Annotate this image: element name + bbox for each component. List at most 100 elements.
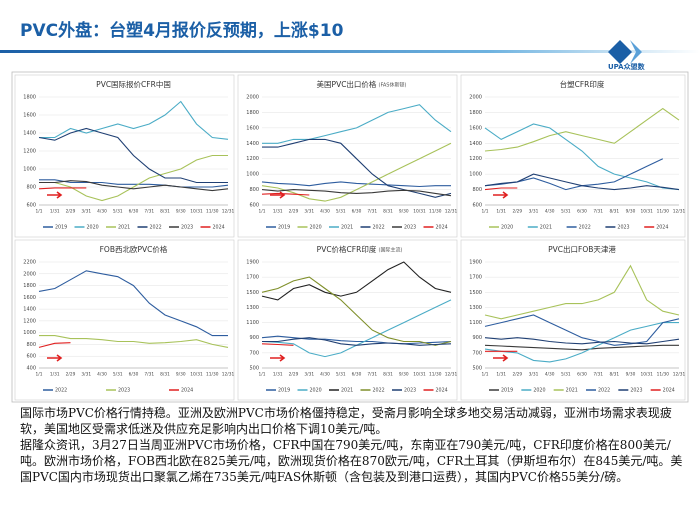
y-tick-label: 1600 bbox=[469, 125, 482, 131]
x-tick-label: 12/31 bbox=[673, 372, 686, 378]
series-line bbox=[484, 173, 680, 191]
x-tick-label: 4/30 bbox=[97, 209, 107, 215]
x-tick-label: 7/31 bbox=[144, 209, 154, 215]
series-line bbox=[39, 180, 229, 192]
chart-title: 美国PVC出口价格 bbox=[317, 79, 377, 89]
y-tick-label: 700 bbox=[472, 350, 482, 356]
y-tick-label: 900 bbox=[472, 335, 482, 341]
x-tick-label: 7/31 bbox=[593, 209, 603, 215]
series-line bbox=[39, 335, 229, 348]
x-tick-label: 11/30 bbox=[206, 372, 219, 378]
annotation-arrow bbox=[493, 354, 509, 362]
x-tick-label: 9/30 bbox=[626, 372, 636, 378]
x-tick-label: 10/31 bbox=[190, 209, 203, 215]
legend-label: 2022 bbox=[55, 388, 67, 394]
y-tick-label: 2000 bbox=[246, 95, 259, 101]
paragraph: 据隆众资讯，3月27日当周亚洲PVC市场价格，CFR中国在790美元/吨，东南亚… bbox=[20, 438, 683, 484]
x-tick-label: 6/30 bbox=[129, 372, 139, 378]
series-line bbox=[39, 100, 229, 140]
x-tick-label: 11/30 bbox=[429, 209, 442, 215]
y-tick-label: 600 bbox=[249, 203, 259, 209]
chart-panel bbox=[460, 74, 686, 238]
y-tick-label: 2200 bbox=[23, 260, 36, 266]
x-tick-label: 8/31 bbox=[160, 209, 170, 215]
legend-label: 2022 bbox=[373, 225, 385, 231]
y-tick-label: 1100 bbox=[469, 320, 482, 326]
x-tick-label: 5/31 bbox=[561, 372, 571, 378]
x-tick-label: 12/31 bbox=[222, 209, 235, 215]
legend-label: 2019 bbox=[55, 225, 67, 231]
y-tick-label: 1000 bbox=[469, 172, 482, 178]
legend-label: 2024 bbox=[181, 388, 193, 394]
series-line bbox=[484, 264, 680, 320]
x-tick-label: 5/31 bbox=[336, 372, 346, 378]
legend-label: 2021 bbox=[540, 225, 552, 231]
legend-label: 2021 bbox=[566, 388, 578, 394]
x-tick-label: 11/30 bbox=[657, 372, 670, 378]
title-rule bbox=[0, 50, 700, 53]
series-line bbox=[262, 138, 452, 198]
series-line bbox=[484, 123, 680, 191]
legend-label: 2024 bbox=[663, 388, 675, 394]
x-tick-label: 1/31 bbox=[496, 372, 506, 378]
x-tick-label: 7/31 bbox=[144, 372, 154, 378]
x-tick-label: 12/31 bbox=[445, 372, 458, 378]
series-line bbox=[484, 344, 679, 351]
x-tick-label: 8/31 bbox=[160, 372, 170, 378]
x-tick-label: 1/31 bbox=[273, 209, 283, 215]
y-tick-label: 1200 bbox=[23, 149, 36, 155]
legend-label: 2024 bbox=[213, 225, 225, 231]
x-tick-label: 5/31 bbox=[561, 209, 571, 215]
chart-subtitle: (国际主流) bbox=[379, 247, 403, 254]
x-tick-label: 6/30 bbox=[577, 209, 587, 215]
x-tick-label: 6/30 bbox=[352, 372, 362, 378]
x-tick-label: 9/30 bbox=[626, 209, 636, 215]
x-tick-label: 1/1 bbox=[259, 372, 266, 378]
x-tick-label: 6/30 bbox=[129, 209, 139, 215]
x-tick-label: 2/29 bbox=[513, 372, 523, 378]
legend-label: 2020 bbox=[501, 225, 513, 231]
y-tick-label: 1200 bbox=[246, 156, 259, 162]
annotation-arrow bbox=[47, 191, 63, 199]
series-line bbox=[262, 104, 452, 144]
x-tick-label: 1/1 bbox=[259, 209, 266, 215]
y-tick-label: 1600 bbox=[23, 295, 36, 301]
legend-label: 2019 bbox=[278, 225, 290, 231]
y-tick-label: 1200 bbox=[469, 156, 482, 162]
legend-label: 2024 bbox=[436, 225, 448, 231]
x-tick-label: 5/31 bbox=[113, 372, 123, 378]
series-line bbox=[261, 142, 452, 202]
x-tick-label: 11/30 bbox=[429, 372, 442, 378]
y-tick-label: 800 bbox=[472, 187, 482, 193]
x-tick-label: 9/30 bbox=[399, 372, 409, 378]
y-tick-label: 1000 bbox=[23, 330, 36, 336]
x-tick-label: 2/29 bbox=[66, 209, 76, 215]
y-tick-label: 1800 bbox=[23, 95, 36, 101]
y-tick-label: 2000 bbox=[23, 271, 36, 277]
y-tick-label: 1800 bbox=[246, 110, 259, 116]
x-tick-label: 8/31 bbox=[610, 209, 620, 215]
x-tick-label: 12/31 bbox=[222, 372, 235, 378]
chart-title: PVC出口FOB天津港 bbox=[548, 244, 616, 254]
x-tick-label: 2/29 bbox=[513, 209, 523, 215]
y-tick-label: 1200 bbox=[23, 318, 36, 324]
series-line bbox=[261, 192, 310, 196]
y-tick-label: 1500 bbox=[469, 290, 482, 296]
x-tick-label: 10/31 bbox=[413, 372, 426, 378]
series-line bbox=[484, 322, 679, 363]
y-tick-label: 900 bbox=[249, 335, 259, 341]
x-tick-label: 5/31 bbox=[113, 209, 123, 215]
chart-title: PVC价格CFR印度 bbox=[317, 244, 377, 254]
legend-label: 2020 bbox=[87, 225, 99, 231]
y-tick-label: 500 bbox=[472, 366, 482, 372]
y-tick-label: 800 bbox=[249, 187, 259, 193]
x-tick-label: 6/30 bbox=[352, 209, 362, 215]
x-tick-label: 11/30 bbox=[657, 209, 670, 215]
x-tick-label: 7/31 bbox=[367, 372, 377, 378]
y-tick-label: 1000 bbox=[246, 172, 259, 178]
legend-label: 2024 bbox=[656, 225, 668, 231]
annotation-arrow bbox=[47, 354, 63, 362]
y-tick-label: 600 bbox=[26, 354, 36, 360]
legend-label: 2020 bbox=[310, 225, 322, 231]
